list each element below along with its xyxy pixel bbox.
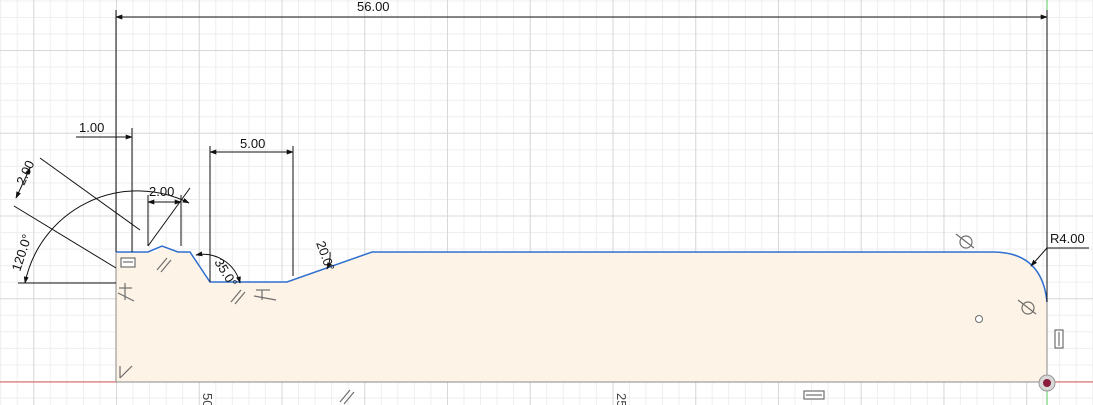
parallel-icon[interactable] xyxy=(156,257,172,273)
dimension-angle-20[interactable]: 20.0° xyxy=(313,239,338,273)
dimension-angle-120-text[interactable]: 120.0° xyxy=(9,232,35,273)
horizontal-icon[interactable] xyxy=(253,289,277,301)
ruler-label-25: 25 xyxy=(614,393,629,405)
parallel-icon[interactable] xyxy=(339,389,355,405)
profile-fill xyxy=(116,246,1047,382)
tangent-icon[interactable] xyxy=(1017,299,1037,315)
parallel-icon[interactable] xyxy=(230,289,246,305)
sketch-point[interactable] xyxy=(975,315,983,323)
horizontal-icon[interactable] xyxy=(120,257,136,268)
dimension-radius-text[interactable]: R4.00 xyxy=(1050,231,1085,246)
dimension-offset[interactable]: 1.00 xyxy=(76,120,133,252)
dimension-offset-text[interactable]: 1.00 xyxy=(79,120,104,135)
vertical-icon[interactable] xyxy=(1054,329,1064,349)
dimension-total-length-text[interactable]: 56.00 xyxy=(357,0,390,14)
dimension-angle-20-text[interactable]: 20.0° xyxy=(313,239,338,273)
dimension-chamfer-horizontal[interactable]: 2.00 xyxy=(147,184,182,246)
perpendicular-icon[interactable] xyxy=(119,365,133,379)
dimension-chamfer-slanted-text[interactable]: 2.00 xyxy=(13,158,37,187)
dimension-groove-width-text[interactable]: 5.00 xyxy=(240,136,265,151)
ruler-label-50: 50 xyxy=(200,393,215,405)
origin-point[interactable] xyxy=(1038,374,1056,392)
dimension-radius[interactable]: R4.00 xyxy=(1030,231,1089,267)
horizontal-icon[interactable] xyxy=(803,390,825,400)
tangent-icon[interactable] xyxy=(955,233,975,249)
coincident-icon[interactable] xyxy=(117,283,135,302)
